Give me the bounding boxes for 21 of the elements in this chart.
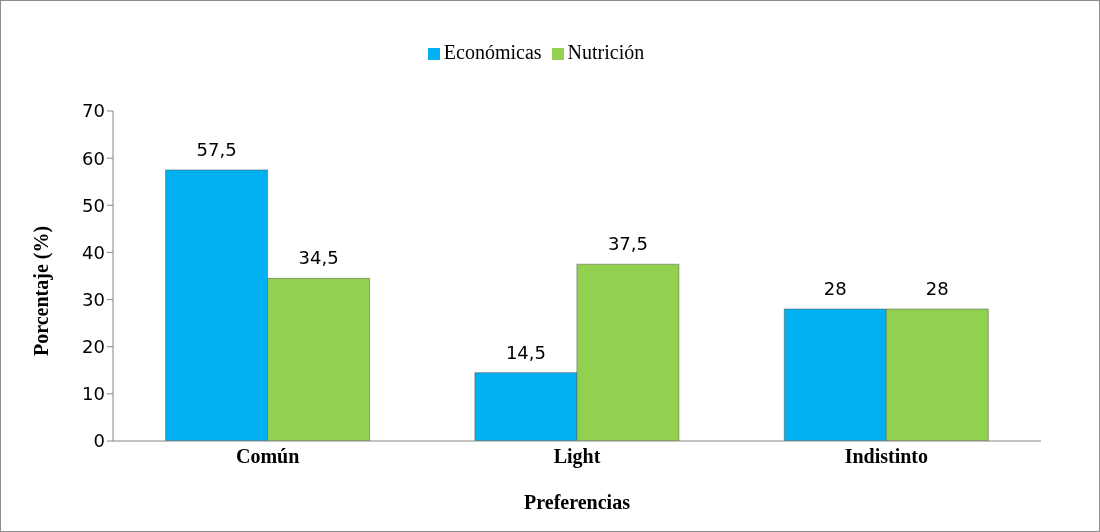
x-tick-label: Light <box>553 445 601 469</box>
y-tick-label: 20 <box>82 336 105 358</box>
y-tick-label: 50 <box>82 194 105 216</box>
y-tick-label: 0 <box>93 430 105 452</box>
y-tick-label: 10 <box>82 383 105 405</box>
data-label: 28 <box>925 278 949 299</box>
y-tick-label: 70 <box>82 100 105 122</box>
data-label: 14,5 <box>505 341 546 363</box>
x-tick-label: Común <box>235 445 300 468</box>
data-label: 57,5 <box>196 138 237 160</box>
y-tick-label: 60 <box>82 147 105 169</box>
y-tick-label: 40 <box>82 241 105 263</box>
x-tick-label: Indistinto <box>844 445 929 468</box>
legend-label: Económicas <box>443 41 542 63</box>
y-tick-label: 30 <box>82 288 105 310</box>
data-label: 28 <box>823 278 847 299</box>
data-label: 34,5 <box>298 247 339 269</box>
y-axis-title: Porcentaje (%) <box>30 225 54 356</box>
data-label: 37,5 <box>607 233 648 255</box>
x-axis-title: Preferencias <box>524 491 631 513</box>
legend-label: Nutrición <box>567 41 645 63</box>
